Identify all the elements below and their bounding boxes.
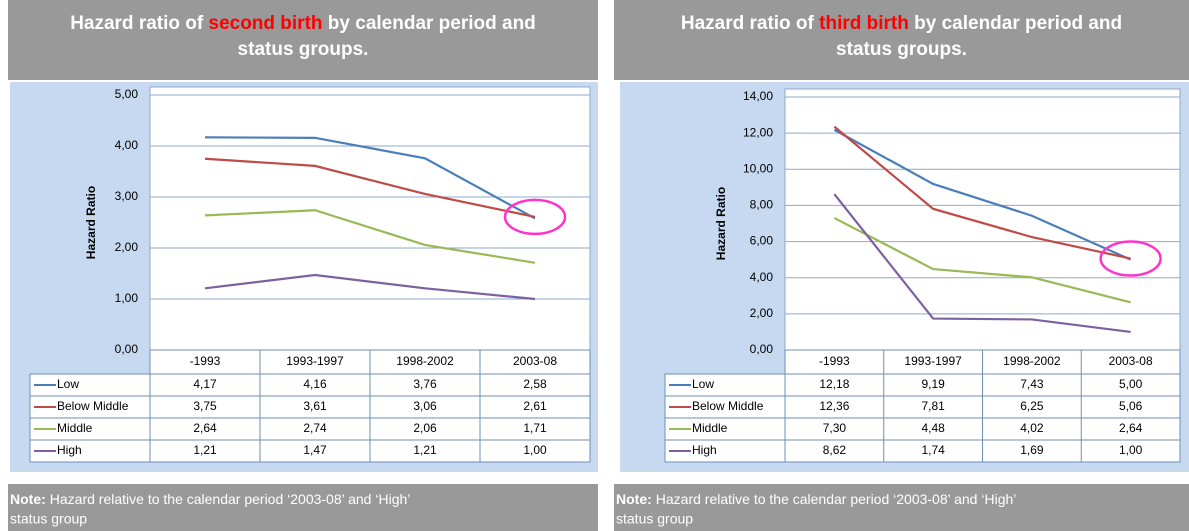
series-line (833, 128, 1132, 261)
table-value: 6,25 (1020, 399, 1044, 413)
series-line (833, 217, 1131, 304)
y-tick-label: 4,00 (750, 270, 774, 284)
table-value: 5,06 (1119, 399, 1143, 413)
table-value: 2,74 (303, 421, 327, 435)
series-line (204, 209, 536, 264)
y-tick-label: 0,00 (750, 342, 774, 356)
note-label: Note: (10, 491, 46, 507)
y-tick-label: 8,00 (750, 198, 774, 212)
title-part: by calendar period and (323, 13, 536, 34)
x-tick-label: 1998-2002 (396, 354, 454, 368)
title-highlight: third birth (819, 13, 909, 34)
note: status group (616, 511, 693, 527)
table-value: 1,47 (303, 443, 327, 457)
x-tick-label: 1993-1997 (286, 354, 344, 368)
chart-title: status groups. (238, 39, 369, 60)
table-value: 7,43 (1020, 377, 1044, 391)
table-value: 2,06 (413, 421, 437, 435)
note-text: Hazard relative to the calendar period ‘… (656, 491, 1017, 507)
legend-label: High (692, 443, 717, 457)
title-bar (614, 0, 1189, 80)
legend-label: Low (692, 377, 714, 391)
table-value: 1,69 (1020, 443, 1044, 457)
table-value: 4,02 (1020, 421, 1044, 435)
series-line (204, 157, 536, 218)
table-value: 2,64 (1119, 421, 1143, 435)
legend-label: High (57, 443, 82, 457)
table-value: 4,17 (193, 377, 217, 391)
note-text: Hazard relative to the calendar period ‘… (50, 491, 411, 507)
y-tick-label: 4,00 (115, 138, 139, 152)
table-value: 1,21 (413, 443, 437, 457)
note: Note: Hazard relative to the calendar per… (616, 491, 1016, 507)
table-value: 1,74 (921, 443, 945, 457)
title-part: Hazard ratio of (70, 13, 208, 34)
legend-label: Low (57, 377, 79, 391)
y-tick-label: 14,00 (743, 89, 773, 103)
table-value: 3,76 (413, 377, 437, 391)
table-value: 1,71 (523, 421, 547, 435)
table-value: 5,00 (1119, 377, 1143, 391)
chart-title: Hazard ratio of second birth by calendar… (70, 13, 536, 34)
note: Note: Hazard relative to the calendar per… (10, 491, 410, 507)
table-value: 1,21 (193, 443, 217, 457)
note-bar (8, 484, 598, 531)
y-tick-label: 10,00 (743, 161, 773, 175)
note-bar (614, 484, 1189, 531)
y-tick-label: 2,00 (750, 306, 774, 320)
y-axis-label: Hazard Ratio (714, 187, 728, 260)
title-bar (8, 0, 598, 80)
y-tick-label: 0,00 (115, 342, 139, 356)
title-part: by calendar period and (909, 13, 1122, 34)
plot-area (784, 88, 1181, 351)
legend-label: Middle (692, 421, 728, 435)
table-value: 12,18 (819, 377, 849, 391)
y-axis-label: Hazard Ratio (84, 186, 98, 259)
y-tick-label: 3,00 (115, 189, 139, 203)
title-highlight: second birth (209, 13, 323, 34)
table-value: 3,61 (303, 399, 327, 413)
table-value: 1,00 (1119, 443, 1143, 457)
series-line (204, 136, 536, 220)
plot-area (149, 86, 591, 351)
table-value: 4,16 (303, 377, 327, 391)
legend-label: Middle (57, 421, 93, 435)
title-part: Hazard ratio of (681, 13, 819, 34)
table-value: 1,00 (523, 443, 547, 457)
table-value: 9,19 (921, 377, 945, 391)
legend-label: Below Middle (692, 399, 764, 413)
table-value: 7,81 (921, 399, 945, 413)
series-line (833, 125, 1131, 260)
note: status group (10, 511, 87, 527)
y-tick-label: 12,00 (743, 125, 773, 139)
note-label: Note: (616, 491, 652, 507)
y-tick-label: 2,00 (115, 240, 139, 254)
table-value: 3,75 (193, 399, 217, 413)
x-tick-label: 2003-08 (1109, 354, 1153, 368)
table-value: 7,30 (823, 421, 847, 435)
x-tick-label: -1993 (190, 354, 221, 368)
highlight-circle (1099, 240, 1162, 277)
legend-label: Below Middle (57, 399, 129, 413)
x-tick-label: -1993 (819, 354, 850, 368)
table-value: 3,06 (413, 399, 437, 413)
table-value: 12,36 (819, 399, 849, 413)
table-value: 2,58 (523, 377, 547, 391)
table-value: 8,62 (823, 443, 847, 457)
chart-title: status groups. (836, 39, 967, 60)
table-value: 2,64 (193, 421, 217, 435)
series-line (833, 193, 1131, 334)
x-tick-label: 1998-2002 (1003, 354, 1061, 368)
y-tick-label: 5,00 (115, 87, 139, 101)
x-tick-label: 2003-08 (513, 354, 557, 368)
x-tick-label: 1993-1997 (904, 354, 962, 368)
y-tick-label: 6,00 (750, 234, 774, 248)
series-line (204, 273, 536, 301)
chart-title: Hazard ratio of third birth by calendar … (681, 13, 1122, 34)
table-value: 2,61 (523, 399, 547, 413)
y-tick-label: 1,00 (115, 291, 139, 305)
table-value: 4,48 (921, 421, 945, 435)
highlight-circle (503, 198, 567, 236)
